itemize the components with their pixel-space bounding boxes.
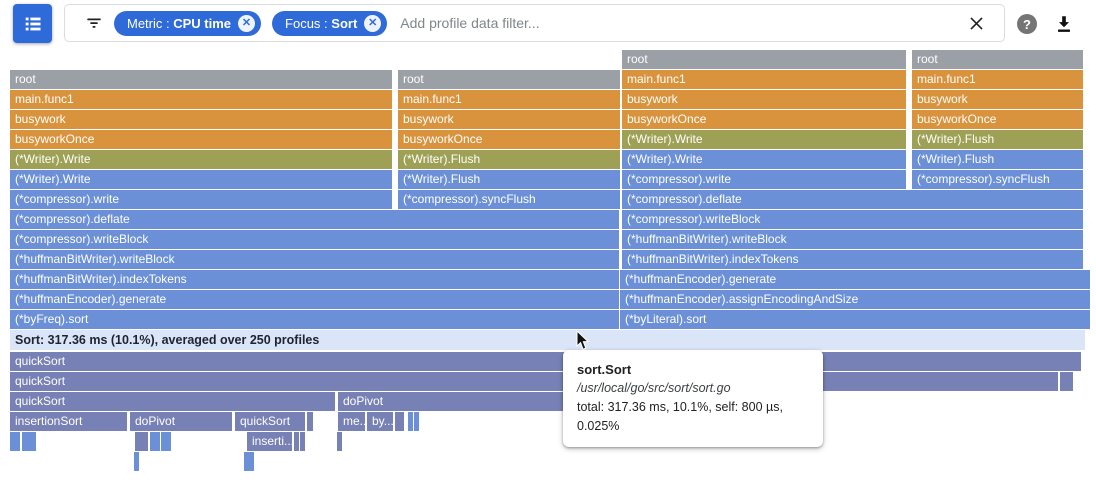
close-icon xyxy=(967,14,986,33)
focus-row[interactable]: Sort: 317.36 ms (10.1%), averaged over 2… xyxy=(10,330,1085,350)
flame-frame[interactable] xyxy=(1060,372,1073,391)
flame-frame[interactable]: root xyxy=(912,50,1083,69)
flame-frame[interactable]: (*compressor).deflate xyxy=(622,190,1083,209)
flame-frame[interactable] xyxy=(294,432,299,451)
chip-label: Metric : CPU time xyxy=(127,15,232,31)
flame-frame[interactable] xyxy=(249,452,254,471)
flame-frame[interactable] xyxy=(22,432,27,451)
flame-frame[interactable]: (*compressor).write xyxy=(10,190,392,209)
flame-frame[interactable]: (*Writer).Flush xyxy=(912,150,1083,169)
flame-frame[interactable]: (*huffmanBitWriter).writeBlock xyxy=(10,250,619,269)
tooltip-function-name: sort.Sort xyxy=(577,362,632,377)
flame-frame[interactable]: (*Writer).Flush xyxy=(912,130,1083,149)
tooltip: sort.Sort /usr/local/go/src/sort/sort.go… xyxy=(563,350,823,447)
flame-frame[interactable]: root xyxy=(10,70,392,89)
flame-frame[interactable]: busywork xyxy=(912,90,1083,109)
filter-bar[interactable]: Metric : CPU time ✕ Focus : Sort ✕ xyxy=(64,4,1005,42)
help-button[interactable]: ? xyxy=(1017,14,1037,34)
flame-frame[interactable]: (*Writer).Write xyxy=(10,150,392,169)
flame-frame[interactable]: main.func1 xyxy=(622,70,906,89)
flame-frame[interactable]: (*Writer).Write xyxy=(622,150,906,169)
flame-frame[interactable]: doPivot xyxy=(130,412,232,431)
flame-frame[interactable]: quickSort xyxy=(235,412,305,431)
close-circle-icon[interactable]: ✕ xyxy=(364,14,382,32)
flame-frame[interactable]: main.func1 xyxy=(912,70,1083,89)
menu-button[interactable] xyxy=(13,4,52,43)
flame-frame[interactable] xyxy=(395,412,404,431)
flame-frame[interactable]: (*byLiteral).sort xyxy=(620,310,1090,329)
flame-frame[interactable]: quickSort xyxy=(10,352,1081,371)
flame-frame[interactable] xyxy=(300,432,305,451)
flame-frame[interactable] xyxy=(337,432,342,451)
filter-list-icon xyxy=(85,14,103,32)
flame-frame[interactable]: (*compressor).writeBlock xyxy=(622,210,1083,229)
chip-label: Focus : Sort xyxy=(285,15,358,31)
flame-frame[interactable]: (*Writer).Flush xyxy=(398,150,620,169)
flame-frame[interactable] xyxy=(414,412,419,431)
flame-frame[interactable]: (*huffmanBitWriter).writeBlock xyxy=(622,230,1083,249)
flame-frame[interactable]: (*huffmanEncoder).generate xyxy=(10,290,619,309)
tooltip-stats: total: 317.36 ms, 10.1%, self: 800 µs, 0… xyxy=(577,400,783,433)
flame-frame[interactable]: (*huffmanBitWriter).indexTokens xyxy=(10,270,619,289)
flame-frame[interactable]: quickSort xyxy=(10,392,335,411)
flame-frame[interactable]: (*compressor).deflate xyxy=(10,210,619,229)
clear-filters-button[interactable] xyxy=(965,12,988,35)
flame-frame[interactable] xyxy=(27,432,32,451)
flame-frame[interactable] xyxy=(408,412,413,431)
flame-frame[interactable]: (*compressor).syncFlush xyxy=(398,190,620,209)
close-circle-icon[interactable]: ✕ xyxy=(238,14,256,32)
download-icon xyxy=(1053,13,1077,35)
flame-frame[interactable]: inserti... xyxy=(247,432,292,451)
flame-frame[interactable]: (*huffmanBitWriter).indexTokens xyxy=(622,250,1083,269)
flame-frame[interactable]: me... xyxy=(338,412,365,431)
filter-chip-metric[interactable]: Metric : CPU time ✕ xyxy=(114,10,262,36)
flame-frame[interactable]: root xyxy=(398,70,620,89)
flame-frame[interactable]: main.func1 xyxy=(10,90,392,109)
flame-frame[interactable]: (*huffmanEncoder).generate xyxy=(620,270,1090,289)
flame-frame[interactable]: (*Writer).Write xyxy=(622,130,906,149)
flame-frame[interactable]: quickSort xyxy=(10,372,1058,391)
tooltip-source-path: /usr/local/go/src/sort/sort.go xyxy=(577,381,731,395)
flame-frame[interactable] xyxy=(166,432,171,451)
help-icon: ? xyxy=(1023,16,1031,32)
flame-frame[interactable] xyxy=(307,412,313,431)
flame-frame[interactable]: busyworkOnce xyxy=(10,130,392,149)
flame-frame[interactable]: (*Writer).Flush xyxy=(398,170,620,189)
flame-frame[interactable]: root xyxy=(622,50,906,69)
flame-frame[interactable]: busyworkOnce xyxy=(398,130,620,149)
flame-frame[interactable]: (*huffmanEncoder).assignEncodingAndSize xyxy=(620,290,1090,309)
flame-frame[interactable] xyxy=(31,432,36,451)
flame-frame[interactable]: (*compressor).syncFlush xyxy=(912,170,1083,189)
flame-frame[interactable]: busyworkOnce xyxy=(622,110,906,129)
flame-frame[interactable]: insertionSort xyxy=(10,412,127,431)
flame-frame[interactable]: (*compressor).writeBlock xyxy=(10,230,619,249)
flame-frame[interactable]: by... xyxy=(367,412,393,431)
flame-frame[interactable]: main.func1 xyxy=(398,90,620,109)
flame-frame[interactable] xyxy=(10,432,20,451)
download-button[interactable] xyxy=(1053,12,1077,36)
filter-input[interactable] xyxy=(398,14,954,32)
flame-frame[interactable]: (*byFreq).sort xyxy=(10,310,619,329)
filter-chip-focus[interactable]: Focus : Sort ✕ xyxy=(272,10,388,36)
flame-frame[interactable]: (*compressor).write xyxy=(622,170,906,189)
flame-frame[interactable]: busyworkOnce xyxy=(912,110,1083,129)
flame-frame[interactable] xyxy=(150,432,160,451)
flame-frame[interactable] xyxy=(134,452,139,471)
flame-frame[interactable]: (*Writer).Write xyxy=(10,170,392,189)
flame-frame[interactable] xyxy=(244,452,249,471)
flame-frame[interactable]: busywork xyxy=(10,110,392,129)
flame-frame[interactable]: busywork xyxy=(622,90,906,109)
flame-frame[interactable]: busywork xyxy=(398,110,620,129)
flame-frame[interactable] xyxy=(161,432,166,451)
flame-frame[interactable] xyxy=(135,432,148,451)
list-icon xyxy=(22,13,44,35)
